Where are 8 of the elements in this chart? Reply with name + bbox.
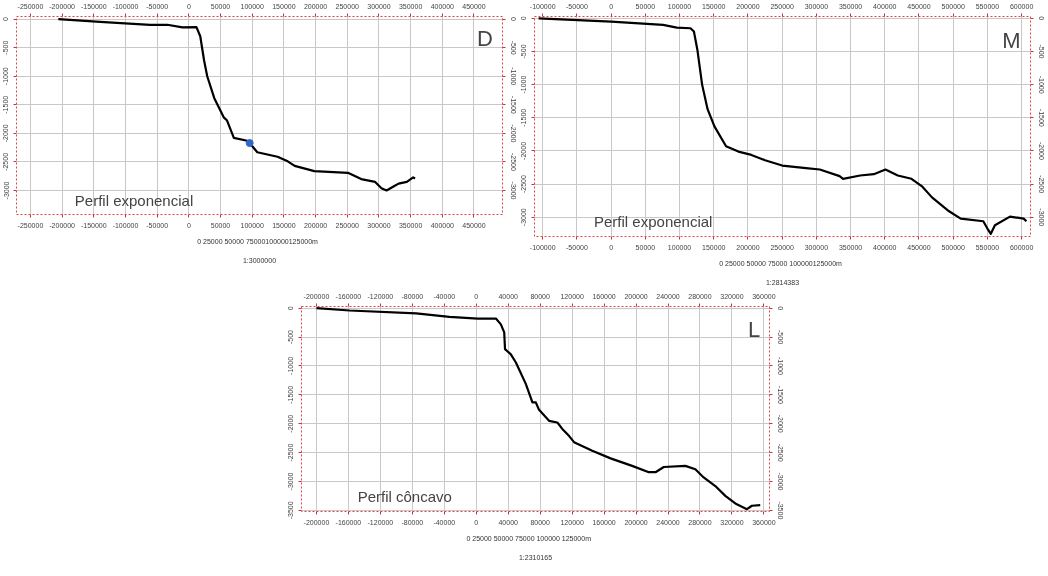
annotation: Perfil côncavo — [357, 488, 452, 506]
annotation: L — [747, 316, 761, 342]
annotation: Perfil exponencial — [594, 212, 713, 230]
annotation: Perfil exponencial — [74, 191, 194, 209]
line-series — [537, 17, 1028, 235]
annotation: M — [1002, 27, 1021, 53]
line-series — [57, 17, 417, 192]
annotation: D — [476, 26, 493, 52]
